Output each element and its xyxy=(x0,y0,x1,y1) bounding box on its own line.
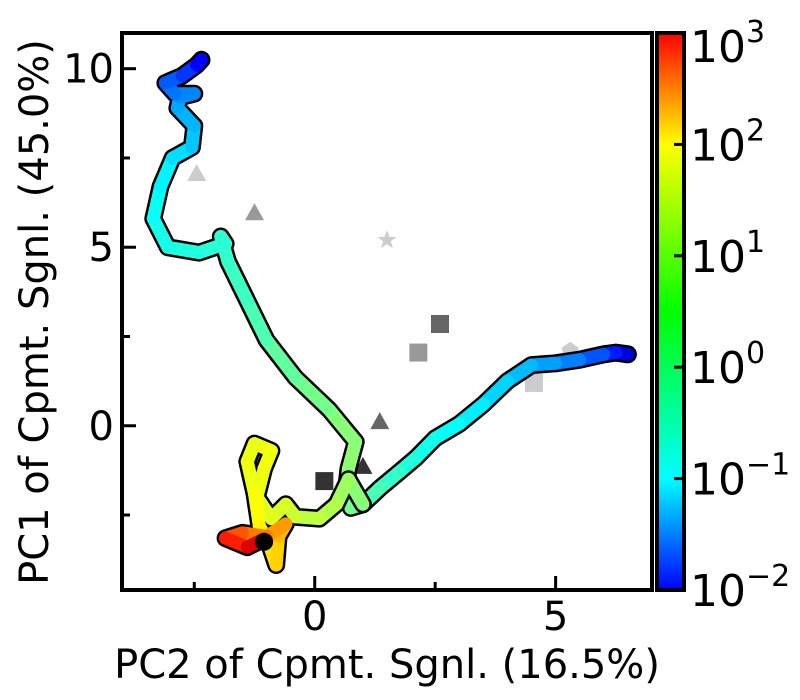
x-axis-label: PC2 of Cpmt. Sgnl. (16.5%) xyxy=(114,642,660,688)
axes: 0 5 0 5 10 xyxy=(63,47,568,640)
marker-square xyxy=(409,343,428,362)
marker-triangle xyxy=(187,164,207,182)
trajectory-segment xyxy=(260,333,302,385)
colorbar-tick-label: 103 xyxy=(690,15,765,73)
colorbar-tick-label: 100 xyxy=(690,336,765,394)
trajectory-segment xyxy=(322,403,363,449)
trajectory-outline xyxy=(144,50,637,517)
reference-markers xyxy=(187,164,579,491)
colorbar-tick-label: 10−2 xyxy=(690,559,790,617)
plot-area xyxy=(144,50,637,574)
trajectory-segment xyxy=(288,371,336,417)
plot-border xyxy=(120,31,654,592)
x-tick-label: 0 xyxy=(302,594,327,640)
y-tick-label: 5 xyxy=(89,225,114,271)
y-tick-label: 10 xyxy=(63,47,114,93)
marker-star xyxy=(377,230,397,249)
marker-triangle xyxy=(245,203,264,221)
marker-square xyxy=(315,472,334,491)
colorbar: 10−2 10−1 100 101 102 103 xyxy=(655,15,790,617)
trajectory-segment xyxy=(190,53,208,72)
endpoint-marker xyxy=(255,532,274,551)
colorbar-tick-label: 102 xyxy=(690,113,765,171)
marker-square xyxy=(524,373,543,392)
trajectory xyxy=(144,50,637,517)
x-tick-label: 5 xyxy=(543,594,568,640)
marker-square xyxy=(431,314,449,333)
trajectory-segment xyxy=(240,294,274,347)
y-axis-label: PC1 of Cpmt. Sgnl. (45.0%) xyxy=(12,39,58,585)
trajectory-segment xyxy=(221,255,254,308)
marker-triangle xyxy=(370,412,390,430)
colorbar-gradient xyxy=(655,31,686,592)
marker-triangle xyxy=(353,456,373,474)
y-tick-label: 0 xyxy=(89,404,114,450)
colorbar-tick-label: 101 xyxy=(690,225,765,283)
plot-frame xyxy=(120,31,654,592)
colorbar-tick-label: 10−1 xyxy=(690,448,790,506)
